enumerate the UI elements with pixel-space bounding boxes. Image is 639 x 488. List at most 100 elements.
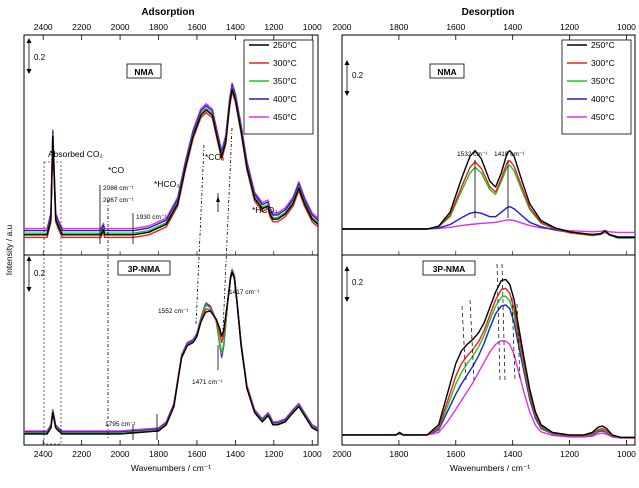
- desorption-3pnma-series-400c: [342, 304, 635, 439]
- adsorption-nma-series-250c: [24, 88, 319, 236]
- adsorption-legend-label-300c: 300°C: [273, 58, 297, 68]
- adsorption-x-tick-label: 1400: [226, 449, 245, 459]
- desorption-marker-lines: [474, 160, 509, 218]
- adsorption-3pnma-label: 3P-NMA: [128, 264, 161, 274]
- wavenumber-1417-annotation: 1417 cm⁻¹: [229, 289, 260, 296]
- desorption-3pnma-series-450c: [342, 339, 635, 439]
- wavenumber-2067-annotation: 2067 cm⁻¹: [103, 197, 134, 204]
- adsorption-x-tick-label: 2200: [72, 449, 91, 459]
- desorption-3pnma-series-350c: [342, 295, 635, 439]
- desorption-x-tick-label: 1200: [560, 449, 579, 459]
- desorption-reference-lines: [461, 263, 521, 381]
- hco3-annotation-left: *HCO₃: [154, 179, 180, 189]
- absorbed-co2-box: [43, 161, 62, 445]
- adsorption-marker-lines: [99, 185, 219, 440]
- desorption-x-tick-label: 1800: [389, 449, 408, 459]
- wavenumber-1930-annotation: 1930 cm⁻¹: [136, 214, 167, 221]
- wavenumber-1532-annotation: 1532 cm⁻¹: [457, 151, 488, 158]
- desorption-legend-label-250c: 250°C: [591, 40, 615, 50]
- wavenumber-1471-annotation: 1471 cm⁻¹: [192, 379, 223, 386]
- adsorption-x-tick-label-top: 2400: [34, 22, 53, 32]
- desorption-x-axis-label: Wavenumbers / cm⁻¹: [450, 463, 530, 473]
- adsorption-reference-lines: [107, 127, 233, 440]
- adsorption-x-tick-label: 2000: [111, 449, 130, 459]
- hco3-annotation-right: *HCO₃: [252, 205, 278, 215]
- co3-annotation: *CO₃: [205, 152, 225, 162]
- desorption-x-tick-label: 2000: [333, 449, 352, 459]
- adsorption-nma-series-400c: [24, 84, 319, 232]
- wavenumber-1552-annotation: 1552 cm⁻¹: [158, 308, 189, 315]
- adsorption-x-tick-label-top: 2000: [111, 22, 130, 32]
- adsorption-legend-label-400c: 400°C: [273, 94, 297, 104]
- desorption-nma-curves: [342, 149, 635, 239]
- adsorption-title: Adsorption: [141, 7, 194, 18]
- desorption-x-tick-label: 1400: [503, 449, 522, 459]
- wavenumber-2086-annotation: 2086 cm⁻¹: [103, 185, 134, 192]
- adsorption-x-tick-label-top: 1800: [149, 22, 168, 32]
- adsorption-x-tick-label-top: 1000: [303, 22, 322, 32]
- desorption-nma-label-box: [429, 63, 465, 79]
- adsorption-x-axis-label: Wavenumbers / cm⁻¹: [131, 463, 211, 473]
- adsorption-y-axis-label: Intensity / a.u: [4, 224, 14, 275]
- desorption-legend: 250°C 300°C 350°C 400°C 450°C: [561, 39, 632, 135]
- adsorption-x-tick-label-top: 1400: [226, 22, 245, 32]
- desorption-scale-bar-bottom: 0.2: [344, 266, 364, 302]
- absorbed-co2-annotation: Absorbed CO₂: [48, 149, 103, 159]
- desorption-nma-series-450c: [342, 219, 635, 234]
- adsorption-x-axis: 2400 2400 2200 2200 2000 2000 1800 1800 1600 1600…: [34, 22, 322, 459]
- adsorption-scale-bar-bottom-label: 0.2: [34, 269, 46, 278]
- desorption-legend-box: [561, 39, 632, 135]
- adsorption-legend-box: [243, 39, 314, 135]
- wavenumber-1795-annotation: 1795 cm⁻¹: [105, 421, 136, 428]
- desorption-frame: [341, 34, 636, 446]
- adsorption-arrow-up: [216, 196, 220, 202]
- adsorption-x-tick-label: 1000: [303, 449, 322, 459]
- desorption-3pnma-label-box: [422, 260, 476, 276]
- adsorption-nma-series-450c: [24, 82, 319, 230]
- adsorption-scale-bar-top-label: 0.2: [34, 53, 46, 62]
- adsorption-nma-curves: [24, 82, 319, 239]
- adsorption-3pnma-series-450c: [24, 268, 319, 432]
- desorption-x-tick-label: 1600: [446, 449, 465, 459]
- adsorption-3pnma-label-box: [117, 260, 171, 276]
- adsorption-legend-label-350c: 350°C: [273, 76, 297, 86]
- adsorption-x-tick-label-top: 1200: [264, 22, 283, 32]
- desorption-scale-bar-top: 0.2: [344, 60, 364, 96]
- desorption-x-tick-label: 1000: [617, 449, 636, 459]
- desorption-scale-bar-top-label: 0.2: [352, 71, 364, 80]
- adsorption-nma-series-350c: [24, 86, 319, 234]
- adsorption-x-tick-label: 1600: [187, 449, 206, 459]
- adsorption-legend-label-450c: 450°C: [273, 112, 297, 122]
- desorption-x-tick-label-top: 1800: [389, 22, 408, 32]
- desorption-legend-label-400c: 400°C: [591, 94, 615, 104]
- desorption-x-tick-label-top: 1000: [617, 22, 636, 32]
- adsorption-x-tick-label: 2400: [34, 449, 53, 459]
- desorption-3pnma-series-300c: [342, 287, 635, 439]
- adsorption-x-tick-label-top: 1600: [187, 22, 206, 32]
- desorption-legend-label-350c: 350°C: [591, 76, 615, 86]
- desorption-scale-bar-bottom-label: 0.2: [352, 278, 364, 287]
- desorption-title: Desorption: [462, 7, 515, 18]
- adsorption-x-tick-label-top: 2200: [72, 22, 91, 32]
- desorption-legend-label-450c: 450°C: [591, 112, 615, 122]
- desorption-nma-label: NMA: [437, 67, 456, 77]
- adsorption-x-tick-label: 1800: [149, 449, 168, 459]
- desorption-x-tick-label-top: 2000: [333, 22, 352, 32]
- co-annotation: *CO: [108, 165, 124, 175]
- desorption-3pnma-curves: [342, 278, 635, 439]
- adsorption-legend-label-250c: 250°C: [273, 40, 297, 50]
- desorption-legend-label-300c: 300°C: [591, 58, 615, 68]
- desorption-x-tick-label-top: 1400: [503, 22, 522, 32]
- adsorption-scale-bar-top: 0.2: [26, 38, 46, 74]
- adsorption-nma-label-box: [126, 63, 162, 79]
- adsorption-legend: 250°C 300°C 350°C 400°C 450°C: [243, 39, 314, 135]
- adsorption-frame: [23, 34, 319, 446]
- desorption-3pnma-label: 3P-NMA: [433, 264, 466, 274]
- adsorption-3pnma-curves: [24, 268, 319, 435]
- desorption-3pnma-series-250c: [342, 278, 635, 439]
- desorption-x-tick-label-top: 1600: [446, 22, 465, 32]
- wavenumber-1410-annotation: 1410 cm⁻¹: [494, 151, 525, 158]
- adsorption-3pnma-series-400c: [24, 269, 319, 433]
